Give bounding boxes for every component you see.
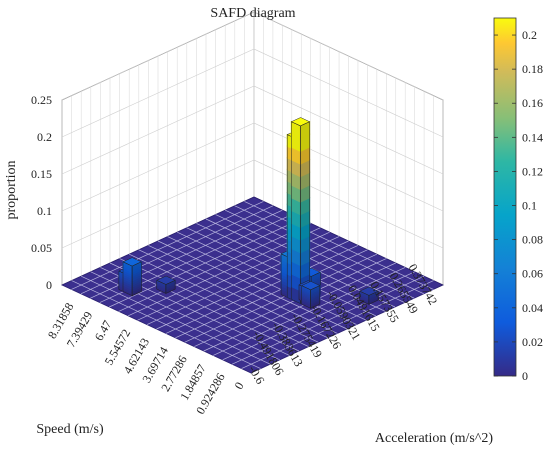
bar-outline [165, 279, 176, 294]
colorbar-tick-label: 0.16 [522, 96, 543, 110]
bar [359, 286, 379, 306]
colorbar-tick-label: 0.12 [522, 164, 543, 178]
floor-gridline [80, 205, 274, 295]
floor-gridline [177, 231, 367, 321]
colorbar-gradient [493, 17, 517, 377]
floor-gridline [118, 223, 311, 312]
bar [301, 281, 321, 310]
floor-gridline [167, 236, 357, 325]
z-tick-label: 0.15 [31, 167, 52, 181]
floor-gridline [109, 218, 302, 308]
speed-tick-label: 6.47 [92, 318, 115, 343]
gridline [61, 11, 444, 101]
colorbar-tick-label: 0.18 [522, 62, 543, 76]
floor-gridline [225, 209, 415, 299]
bar-outline [310, 285, 321, 309]
gridline [61, 85, 444, 175]
z-tick-label: 0.1 [37, 204, 52, 218]
z-tick-label: 0.25 [31, 93, 52, 107]
x-axis-label: Speed (m/s) [36, 422, 104, 437]
z-tick-label: 0.05 [31, 241, 52, 255]
chart-title: SAFD diagram [210, 6, 295, 21]
colorbar: 0 0.02 0.04 0.06 0.08 0.1 0.12 0.14 0.16 0.18 0.2 [493, 17, 543, 383]
speed-tick-label: 0 [231, 380, 246, 392]
bar-outline [368, 290, 379, 305]
floor-gridline [234, 205, 424, 295]
z-axis-label: proportion [4, 160, 19, 219]
z-tick-label: 0.2 [37, 130, 52, 144]
floor-gridline [244, 201, 434, 290]
bar [122, 257, 142, 297]
gridline [61, 122, 444, 212]
floor-gridline [71, 201, 264, 290]
y-axis-label: Acceleration (m/s^2) [375, 431, 493, 446]
colorbar-tick-label: 0 [522, 369, 528, 383]
bar-series [118, 117, 379, 310]
floor-gridline [157, 240, 348, 330]
bar-outline [131, 261, 142, 297]
gridline [61, 48, 444, 138]
colorbar-tick-label: 0.02 [522, 335, 543, 349]
colorbar-tick-label: 0.2 [522, 28, 537, 42]
bar [156, 275, 176, 295]
z-tick-label: 0 [46, 278, 52, 292]
bar [290, 117, 311, 305]
colorbar-tick-label: 0.04 [522, 301, 543, 315]
gridline [61, 159, 444, 249]
colorbar-tick-label: 0.1 [522, 199, 537, 213]
colorbar-tick-label: 0.08 [522, 233, 543, 247]
colorbar-tick-label: 0.06 [522, 267, 543, 281]
colorbar-tick-label: 0.14 [522, 130, 543, 144]
